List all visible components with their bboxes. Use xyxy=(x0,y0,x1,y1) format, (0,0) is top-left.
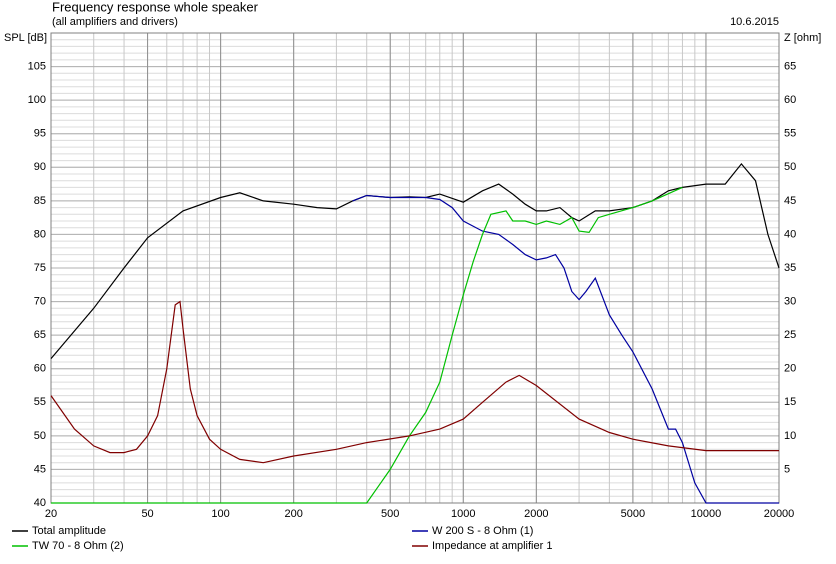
y2-tick-label: 40 xyxy=(784,228,796,240)
y2-tick-label: 60 xyxy=(784,94,796,106)
y2-tick-label: 55 xyxy=(784,128,796,140)
y-tick-label: 55 xyxy=(34,396,46,408)
legend-label: Total amplitude xyxy=(32,525,106,537)
y-tick-label: 40 xyxy=(34,497,46,509)
y-tick-label: 95 xyxy=(34,128,46,140)
y-tick-label: 50 xyxy=(34,430,46,442)
y2-tick-label: 15 xyxy=(784,396,796,408)
x-tick-label: 200 xyxy=(284,508,302,520)
y-tick-label: 75 xyxy=(34,262,46,274)
legend-label: W 200 S - 8 Ohm (1) xyxy=(432,525,533,537)
y-tick-label: 100 xyxy=(28,94,46,106)
chart-subtitle: (all amplifiers and drivers) xyxy=(52,16,178,28)
y-tick-label: 85 xyxy=(34,195,46,207)
y-axis-label: SPL [dB] xyxy=(4,32,47,44)
series-line xyxy=(50,300,779,464)
y-tick-label: 45 xyxy=(34,463,46,475)
series-line xyxy=(50,162,780,359)
x-tick-label: 5000 xyxy=(621,508,645,520)
series-line xyxy=(352,194,779,504)
y-tick-label: 60 xyxy=(34,363,46,375)
x-tick-label: 20000 xyxy=(764,508,795,520)
y2-tick-label: 10 xyxy=(784,430,796,442)
legend-label: TW 70 - 8 Ohm (2) xyxy=(32,540,124,552)
x-tick-label: 50 xyxy=(141,508,153,520)
y2-tick-label: 5 xyxy=(784,463,790,475)
y2-tick-label: 25 xyxy=(784,329,796,341)
y2-tick-label: 45 xyxy=(784,195,796,207)
y2-axis-label: Z [ohm] xyxy=(784,32,821,44)
x-tick-label: 100 xyxy=(211,508,229,520)
y2-tick-label: 65 xyxy=(784,60,796,72)
x-tick-label: 10000 xyxy=(691,508,722,520)
x-tick-label: 1000 xyxy=(451,508,475,520)
x-tick-label: 20 xyxy=(45,508,57,520)
x-tick-label: 500 xyxy=(381,508,399,520)
series-line xyxy=(51,186,683,504)
y-tick-label: 90 xyxy=(34,161,46,173)
y-tick-label: 80 xyxy=(34,228,46,240)
y2-tick-label: 50 xyxy=(784,161,796,173)
x-tick-label: 2000 xyxy=(524,508,548,520)
y2-tick-label: 30 xyxy=(784,295,796,307)
y-tick-label: 105 xyxy=(28,60,46,72)
y-tick-label: 65 xyxy=(34,329,46,341)
y2-tick-label: 20 xyxy=(784,363,796,375)
chart-title: Frequency response whole speaker xyxy=(52,0,259,14)
chart-date: 10.6.2015 xyxy=(730,16,779,28)
legend-label: Impedance at amplifier 1 xyxy=(432,540,552,552)
y-tick-label: 70 xyxy=(34,295,46,307)
y2-tick-label: 35 xyxy=(784,262,796,274)
